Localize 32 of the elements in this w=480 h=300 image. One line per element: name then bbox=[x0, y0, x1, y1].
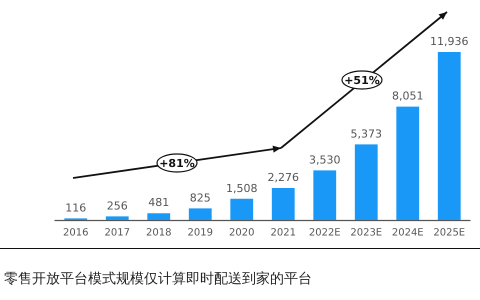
x-tick-label: 2023E bbox=[350, 228, 382, 238]
data-label: 5,373 bbox=[350, 127, 382, 140]
x-tick-label: 2019 bbox=[188, 228, 213, 238]
x-tick-label: 2021 bbox=[270, 228, 296, 238]
bar bbox=[438, 52, 461, 220]
bar bbox=[313, 170, 336, 220]
x-tick-label: 2025E bbox=[433, 228, 466, 238]
data-label: 11,936 bbox=[430, 35, 468, 48]
data-label: 3,530 bbox=[309, 153, 340, 166]
bar bbox=[230, 198, 254, 220]
bar bbox=[272, 188, 295, 220]
x-tick-label: 2017 bbox=[104, 228, 130, 238]
data-label: 481 bbox=[148, 196, 170, 210]
x-tick-label: 2020 bbox=[229, 228, 254, 238]
x-tick-label: 2024E bbox=[392, 228, 424, 238]
annotation: +51% bbox=[344, 74, 380, 87]
x-tick-label: 2022E bbox=[308, 228, 341, 238]
bar bbox=[147, 213, 170, 220]
bar bbox=[188, 208, 212, 220]
annotation: +81% bbox=[159, 157, 195, 170]
text: 零售开放平台模式规模仅计算即时配送到家的平台 bbox=[4, 270, 312, 288]
data-label: 1,508 bbox=[226, 182, 258, 195]
data-label: 116 bbox=[65, 201, 86, 214]
bar bbox=[354, 144, 378, 220]
data-label: 256 bbox=[106, 199, 128, 212]
data-label: 825 bbox=[190, 191, 211, 204]
data-label: 2,276 bbox=[268, 170, 299, 184]
bar bbox=[106, 216, 129, 220]
x-tick-label: 2016 bbox=[63, 228, 88, 238]
data-label: 8,051 bbox=[392, 90, 424, 103]
x-tick-label: 2018 bbox=[146, 228, 172, 238]
bar bbox=[396, 106, 420, 220]
